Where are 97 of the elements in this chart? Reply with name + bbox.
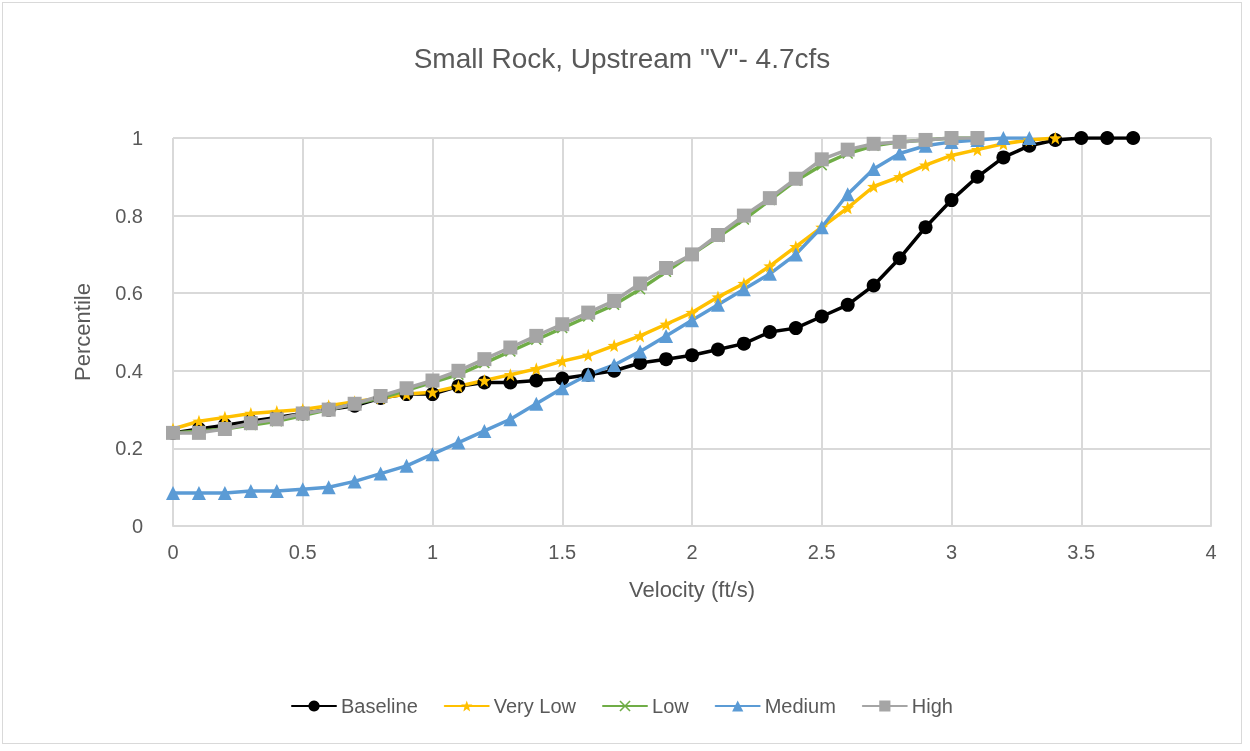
point	[840, 142, 855, 157]
point	[607, 339, 621, 353]
point	[685, 313, 699, 328]
x-tick-label: 1.5	[548, 541, 577, 563]
point	[736, 208, 751, 223]
point	[581, 305, 596, 320]
point	[944, 193, 959, 208]
point	[736, 336, 751, 351]
point	[295, 482, 310, 497]
point	[243, 484, 258, 499]
point	[1126, 131, 1141, 145]
x-tick-label: 4	[1205, 541, 1217, 563]
point	[762, 266, 777, 281]
point	[710, 297, 725, 312]
point	[814, 309, 829, 324]
point	[529, 373, 544, 388]
point	[477, 423, 492, 438]
x-tick-label: 2.5	[807, 541, 836, 563]
point	[555, 381, 570, 396]
point	[529, 362, 543, 376]
point	[893, 170, 907, 184]
point	[633, 356, 648, 371]
point	[555, 317, 570, 332]
point	[918, 220, 933, 235]
point	[555, 371, 570, 386]
point	[633, 344, 648, 359]
point	[166, 486, 180, 501]
point	[607, 357, 622, 372]
point	[269, 484, 284, 499]
point	[425, 447, 440, 462]
point	[867, 180, 881, 193]
point	[347, 474, 362, 489]
point	[788, 321, 803, 336]
point	[840, 297, 855, 312]
point	[840, 187, 855, 202]
point	[892, 251, 907, 266]
point	[451, 363, 466, 378]
point	[945, 148, 958, 162]
legend-label: Very Low	[493, 695, 577, 717]
x-axis-title: Velocity (ft/s)	[629, 576, 755, 602]
legend-label: Baseline	[341, 695, 418, 717]
point	[866, 136, 881, 151]
point	[607, 293, 622, 308]
legend-label: Low	[652, 695, 690, 717]
point	[866, 278, 881, 293]
x-tick-label: 0	[167, 541, 179, 563]
point	[919, 158, 933, 172]
point	[892, 146, 907, 161]
point	[970, 169, 985, 184]
point	[996, 150, 1011, 165]
point	[503, 368, 517, 382]
point	[321, 480, 336, 495]
point	[762, 325, 777, 339]
x-tick-label: 1	[426, 541, 439, 563]
y-tick-label: 0.4	[115, 359, 143, 382]
y-tick-label: 1	[131, 127, 143, 149]
point	[477, 352, 492, 367]
point	[788, 247, 803, 262]
point	[633, 276, 648, 291]
point	[659, 260, 674, 275]
point	[191, 486, 206, 501]
point	[736, 282, 751, 297]
point	[788, 171, 803, 186]
y-tick-label: 0.8	[115, 204, 143, 227]
point	[659, 352, 674, 367]
point	[373, 466, 388, 481]
point	[581, 348, 595, 362]
point	[399, 458, 414, 473]
point	[1074, 131, 1089, 145]
x-tick-label: 2	[686, 541, 698, 563]
point	[217, 486, 232, 501]
legend-label: Medium	[764, 695, 836, 717]
chart-title: Small Rock, Upstream "V"- 4.7cfs	[413, 42, 831, 74]
legend-label: High	[911, 695, 953, 717]
y-tick-label: 0.6	[115, 282, 143, 305]
x-tick-label: 3	[945, 541, 958, 563]
point	[555, 354, 569, 368]
y-tick-label: 0	[131, 515, 143, 537]
point	[529, 396, 544, 411]
point	[503, 412, 518, 427]
y-axis-title: Percentile	[69, 283, 95, 381]
point	[710, 342, 725, 357]
point	[814, 152, 829, 167]
point	[659, 317, 673, 331]
point	[451, 435, 466, 450]
point	[633, 329, 647, 343]
point	[866, 162, 881, 177]
point	[685, 348, 699, 363]
point	[529, 328, 544, 343]
x-tick-label: 0.5	[288, 541, 317, 563]
point	[841, 201, 855, 215]
point	[659, 328, 674, 343]
x-tick-label: 3.5	[1067, 541, 1096, 563]
y-tick-label: 0.2	[115, 437, 143, 460]
point	[1100, 131, 1115, 145]
point	[503, 340, 518, 355]
point	[996, 131, 1011, 145]
